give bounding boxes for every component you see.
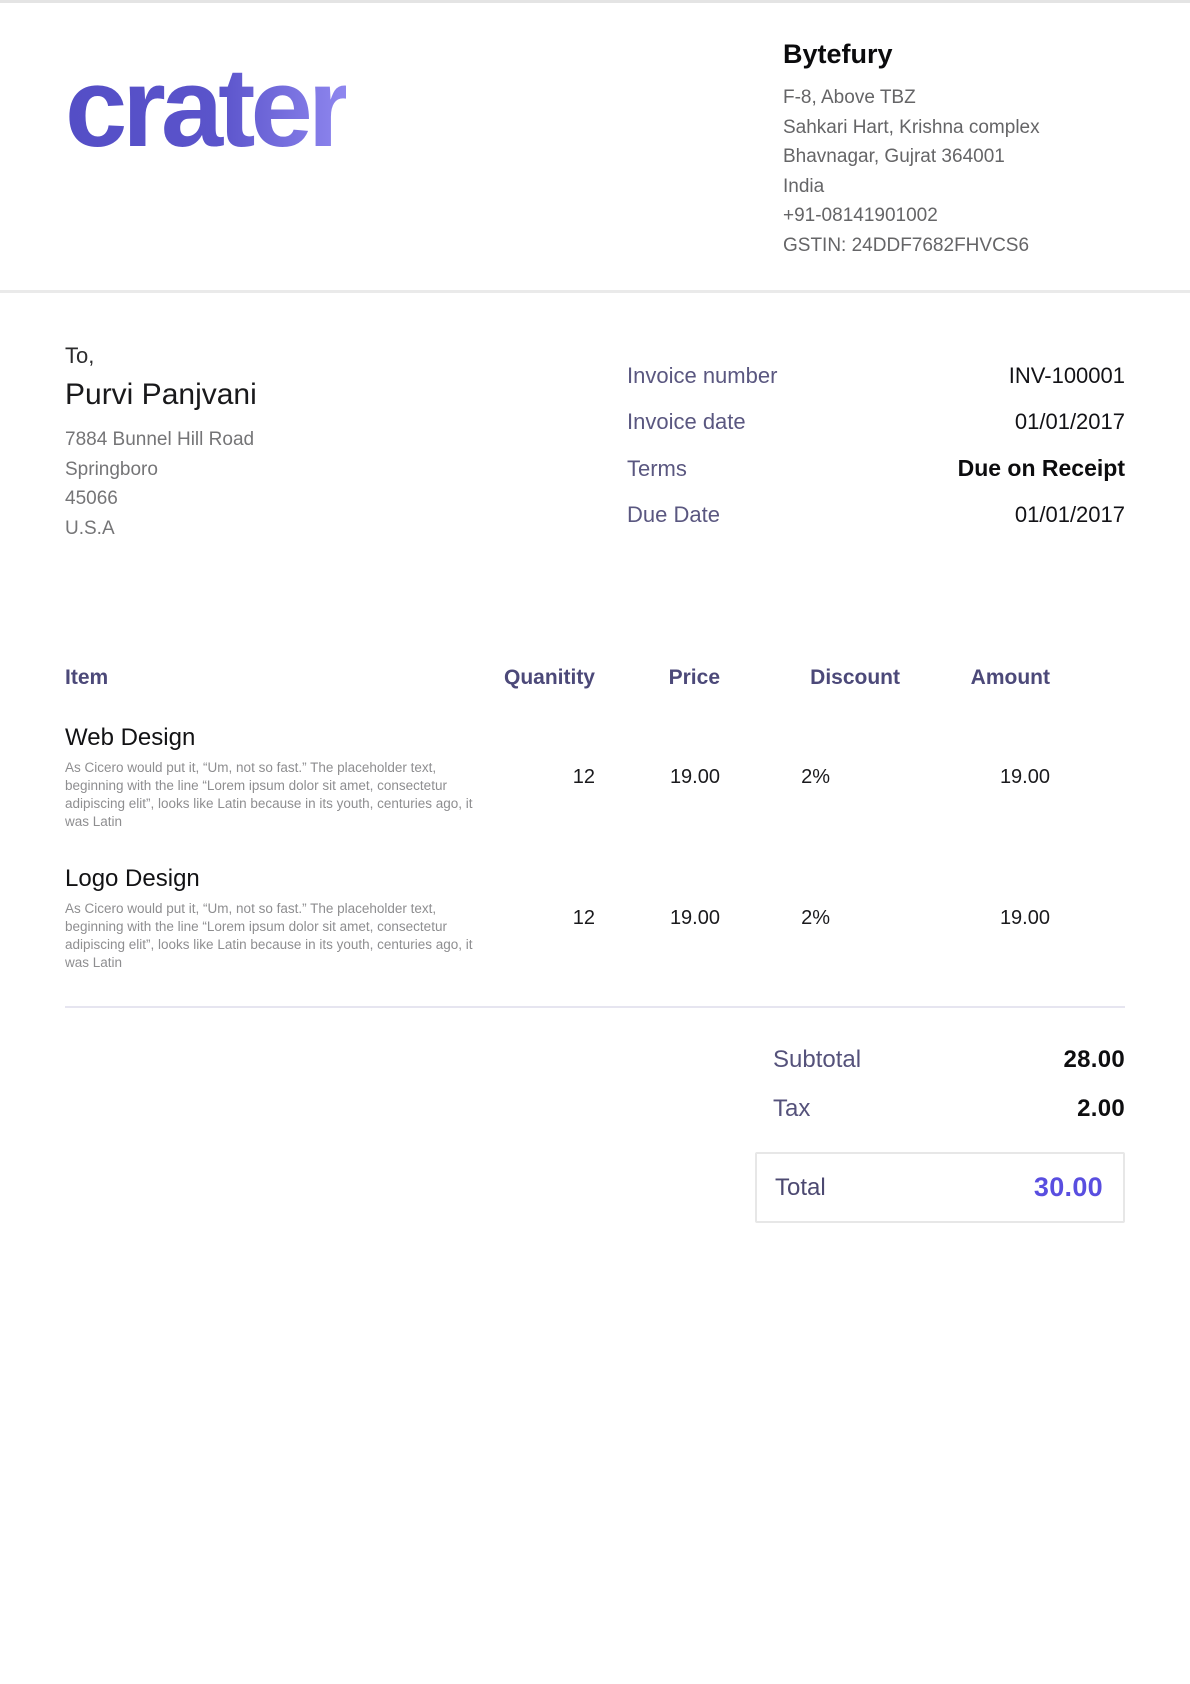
- customer-address-line: 7884 Bunnel Hill Road: [65, 429, 255, 450]
- invoice-number-row: Invoice number INV-100001: [627, 363, 1125, 389]
- company-gstin: GSTIN: 24DDF7682FHVCS6: [783, 234, 1030, 256]
- customer-address-line: 45066: [65, 488, 118, 509]
- item-amount: 19.00: [999, 907, 1050, 929]
- terms-label: Terms: [627, 456, 687, 481]
- due-date-value: 01/01/2017: [1014, 502, 1125, 527]
- due-date-label: Due Date: [627, 502, 720, 527]
- item-quantity: 12: [572, 766, 595, 788]
- item-discount: 2%: [801, 766, 830, 788]
- quantity-column-header: Quanitity: [503, 666, 595, 689]
- item-price: 19.00: [669, 907, 720, 929]
- item-name: Logo Design: [65, 865, 200, 892]
- item-cell: Web Design As Cicero would put it, “Um, …: [65, 724, 490, 831]
- company-address-line: Sahkari Hart, Krishna complex: [783, 116, 1040, 138]
- customer-address-line: U.S.A: [65, 517, 115, 539]
- invoice-date-label: Invoice date: [627, 409, 746, 434]
- item-amount: 19.00: [999, 766, 1050, 788]
- tax-value: 2.00: [1077, 1095, 1125, 1122]
- bill-to-block: To, Purvi Panjvani 7884 Bunnel Hill Road…: [65, 343, 257, 548]
- company-address-line: F-8, Above TBZ: [783, 87, 916, 108]
- table-row: Logo Design As Cicero would put it, “Um,…: [65, 865, 1125, 972]
- bill-to-label: To,: [65, 343, 95, 368]
- invoice-date-row: Invoice date 01/01/2017: [627, 409, 1125, 435]
- tax-label: Tax: [773, 1095, 811, 1122]
- invoice-header: crater Bytefury F-8, Above TBZ Sahkari H…: [0, 3, 1190, 293]
- invoice-date-value: 01/01/2017: [1014, 409, 1125, 434]
- table-row: Web Design As Cicero would put it, “Um, …: [65, 724, 1125, 831]
- grand-total-box: Total 30.00: [755, 1152, 1125, 1223]
- tax-row: Tax 2.00: [755, 1095, 1125, 1123]
- terms-row: Terms Due on Receipt: [627, 455, 1125, 482]
- amount-column-header: Amount: [970, 666, 1050, 689]
- items-table: Item Quanitity Price Discount Amount Web…: [0, 666, 1190, 1008]
- due-date-row: Due Date 01/01/2017: [627, 502, 1125, 528]
- table-bottom-divider: [65, 1006, 1125, 1008]
- item-name: Web Design: [65, 724, 196, 751]
- customer-name: Purvi Panjvani: [65, 378, 257, 411]
- crater-logo: crater: [65, 41, 351, 290]
- billing-section: To, Purvi Panjvani 7884 Bunnel Hill Road…: [0, 343, 1190, 548]
- discount-column-header: Discount: [810, 666, 900, 689]
- company-name: Bytefury: [783, 39, 893, 69]
- item-cell: Logo Design As Cicero would put it, “Um,…: [65, 865, 490, 972]
- item-description: As Cicero would put it, “Um, not so fast…: [65, 901, 473, 970]
- item-discount: 2%: [801, 907, 830, 929]
- item-price: 19.00: [669, 766, 720, 788]
- company-info: Bytefury F-8, Above TBZ Sahkari Hart, Kr…: [783, 39, 1125, 290]
- customer-address-line: Springboro: [65, 458, 158, 480]
- invoice-number-label: Invoice number: [627, 363, 778, 388]
- totals-section: Subtotal 28.00 Tax 2.00 Total 30.00: [755, 1046, 1125, 1223]
- company-address-line: Bhavnagar, Gujrat 364001: [783, 146, 1005, 167]
- item-column-header: Item: [65, 666, 109, 689]
- terms-value: Due on Receipt: [957, 455, 1125, 481]
- page-top-border: [0, 0, 1190, 3]
- subtotal-row: Subtotal 28.00: [755, 1046, 1125, 1074]
- item-description: As Cicero would put it, “Um, not so fast…: [65, 760, 473, 829]
- company-phone: +91-08141901002: [783, 205, 938, 226]
- items-table-header: Item Quanitity Price Discount Amount: [65, 666, 1125, 690]
- invoice-number-value: INV-100001: [1008, 363, 1125, 388]
- subtotal-value: 28.00: [1063, 1046, 1125, 1073]
- subtotal-label: Subtotal: [773, 1046, 862, 1073]
- price-column-header: Price: [668, 666, 720, 689]
- item-quantity: 12: [572, 907, 595, 929]
- company-address-line: India: [783, 175, 825, 197]
- invoice-meta-block: Invoice number INV-100001 Invoice date 0…: [627, 363, 1125, 548]
- grand-total-label: Total: [775, 1173, 826, 1201]
- grand-total-value: 30.00: [1033, 1172, 1103, 1202]
